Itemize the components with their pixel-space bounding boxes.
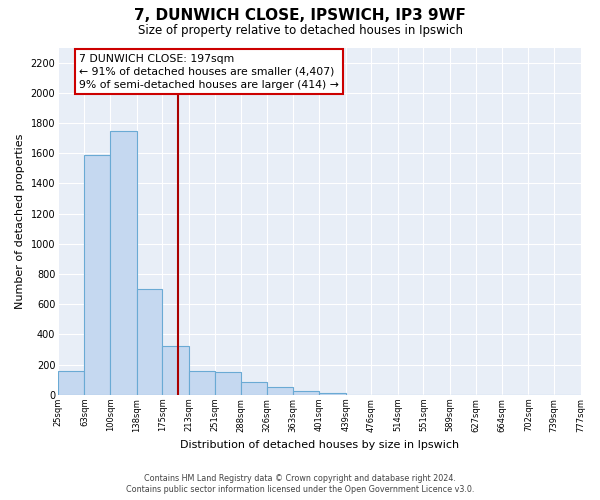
- Bar: [267, 388, 293, 395]
- X-axis label: Distribution of detached houses by size in Ipswich: Distribution of detached houses by size …: [180, 440, 459, 450]
- Bar: [293, 391, 319, 395]
- Bar: [137, 289, 162, 395]
- Bar: [85, 154, 110, 395]
- Bar: [110, 130, 137, 395]
- Text: Size of property relative to detached houses in Ipswich: Size of property relative to detached ho…: [137, 24, 463, 37]
- Bar: [162, 346, 188, 395]
- Text: 7, DUNWICH CLOSE, IPSWICH, IP3 9WF: 7, DUNWICH CLOSE, IPSWICH, IP3 9WF: [134, 8, 466, 22]
- Text: Contains HM Land Registry data © Crown copyright and database right 2024.
Contai: Contains HM Land Registry data © Crown c…: [126, 474, 474, 494]
- Bar: [319, 392, 346, 395]
- Bar: [241, 382, 267, 395]
- Bar: [58, 370, 85, 395]
- Bar: [215, 372, 241, 395]
- Bar: [188, 370, 215, 395]
- Y-axis label: Number of detached properties: Number of detached properties: [15, 134, 25, 309]
- Text: 7 DUNWICH CLOSE: 197sqm
← 91% of detached houses are smaller (4,407)
9% of semi-: 7 DUNWICH CLOSE: 197sqm ← 91% of detache…: [79, 54, 339, 90]
